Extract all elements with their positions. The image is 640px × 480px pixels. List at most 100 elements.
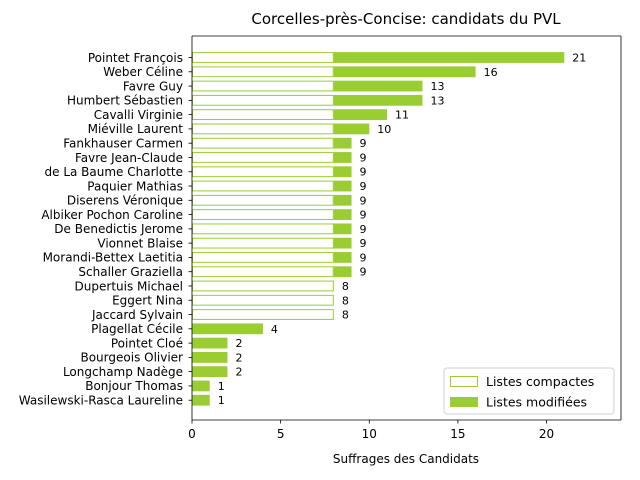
y-tick-label: Morandi-Bettex Laetitia [43,251,183,265]
bar-listes-modifiees [192,323,263,335]
y-tick-label: Favre Guy [123,79,183,93]
legend-swatch-listes-compactes [450,376,478,387]
bar-listes-modifiees [333,52,565,63]
bar-listes-modifiees [333,80,423,92]
bar-listes-compactes [192,137,334,149]
data-label: 16 [484,66,498,79]
bar-listes-modifiees [333,180,352,192]
data-label: 9 [360,137,367,150]
legend-label-listes-modifiees: Listes modifiées [486,395,587,410]
data-label: 2 [235,366,242,379]
y-tick-label: Jaccard Sylvain [91,308,183,322]
data-label: 9 [360,209,367,222]
y-tick-label: Dupertuis Michael [75,279,183,293]
bar-listes-compactes [192,223,334,235]
y-tick-label: Bourgeois Olivier [80,351,183,365]
x-tick-label: 0 [188,427,196,441]
y-tick-label: Vionnet Blaise [97,236,183,250]
bar-listes-compactes [192,66,334,78]
y-tick-label: Cavalli Virginie [94,108,183,122]
chart-title: Corcelles-près-Concise: candidats du PVL [251,10,561,28]
bar-listes-modifiees [333,94,423,106]
data-label: 13 [430,94,444,107]
data-label: 9 [360,180,367,193]
data-label: 9 [360,251,367,264]
bar-listes-compactes [192,52,334,63]
legend-swatch-listes-modifiees [450,397,478,407]
data-label: 9 [360,266,367,279]
y-tick-label: Wasilewski-Rasca Laureline [19,394,183,408]
bar-listes-compactes [192,209,334,220]
y-tick-label: Weber Céline [103,65,183,79]
y-tick-label: Paquier Mathias [87,179,183,193]
y-tick-label: Albiker Pochon Caroline [41,208,183,222]
bar-listes-compactes [192,194,334,206]
bar-listes-compactes [192,280,334,292]
y-tick-label: Fankhauser Carmen [63,136,183,150]
bar-listes-compactes [192,294,334,306]
y-tick-label: de La Baume Charlotte [45,165,184,179]
bar-listes-compactes [192,180,334,192]
bar-listes-modifiees [333,123,370,135]
bar-listes-compactes [192,80,334,92]
data-label: 21 [572,52,586,65]
data-label: 8 [342,280,349,293]
bar-listes-modifiees [192,366,228,378]
bar-listes-modifiees [333,209,352,220]
x-tick-label: 5 [277,427,285,441]
data-label: 9 [360,194,367,207]
x-tick-label: 20 [539,427,554,441]
data-label: 9 [360,223,367,236]
bar-listes-modifiees [333,194,352,206]
data-label: 8 [342,294,349,307]
legend-box [443,367,615,415]
data-label: 2 [235,337,242,350]
bar-listes-modifiees [333,152,352,163]
bar-listes-modifiees [333,223,352,235]
data-label: 13 [430,80,444,93]
y-tick-label: Favre Jean-Claude [75,151,183,165]
data-label: 9 [360,237,367,250]
x-tick-label: 15 [450,427,465,441]
y-tick-label: Plagellat Cécile [91,322,183,336]
data-label: 8 [342,309,349,322]
bar-listes-modifiees [192,380,210,392]
bar-listes-compactes [192,94,334,106]
bar-listes-modifiees [192,337,228,349]
bar-listes-compactes [192,166,334,178]
data-label: 2 [235,351,242,364]
bar-listes-compactes [192,123,334,135]
data-label: 11 [395,109,409,122]
y-tick-label: Pointet François [88,51,183,65]
bar-listes-compactes [192,309,334,320]
y-tick-label: Schaller Graziella [78,265,183,279]
bar-listes-modifiees [333,66,476,78]
y-tick-label: Pointet Cloé [111,336,183,350]
legend-label-listes-compactes: Listes compactes [486,374,594,389]
x-axis-title: Suffrages des Candidats [333,452,479,466]
bar-listes-compactes [192,152,334,163]
bar-listes-compactes [192,237,334,249]
y-tick-label: Longchamp Nadège [63,365,183,379]
bar-listes-modifiees [333,166,352,178]
y-tick-label: De Benedictis Jerome [54,222,183,236]
data-label: 1 [218,380,225,393]
bar-listes-compactes [192,252,334,263]
y-tick-label: Eggert Nina [112,294,183,308]
y-tick-label: Miéville Laurent [88,122,184,136]
bar-listes-modifiees [333,109,387,121]
y-tick-label: Diserens Véronique [67,194,183,208]
bar-listes-modifiees [333,266,352,278]
bar-listes-modifiees [192,351,228,363]
bar-listes-compactes [192,266,334,278]
data-label: 9 [360,151,367,164]
bar-listes-modifiees [333,237,352,249]
x-tick-label: 10 [362,427,377,441]
bar-listes-modifiees [192,394,210,406]
bar-listes-modifiees [333,137,352,149]
bar-listes-compactes [192,109,334,121]
y-tick-label: Bonjour Thomas [85,379,183,393]
legend: Listes compactes Listes modifiées [443,367,615,415]
data-label: 4 [271,323,278,336]
